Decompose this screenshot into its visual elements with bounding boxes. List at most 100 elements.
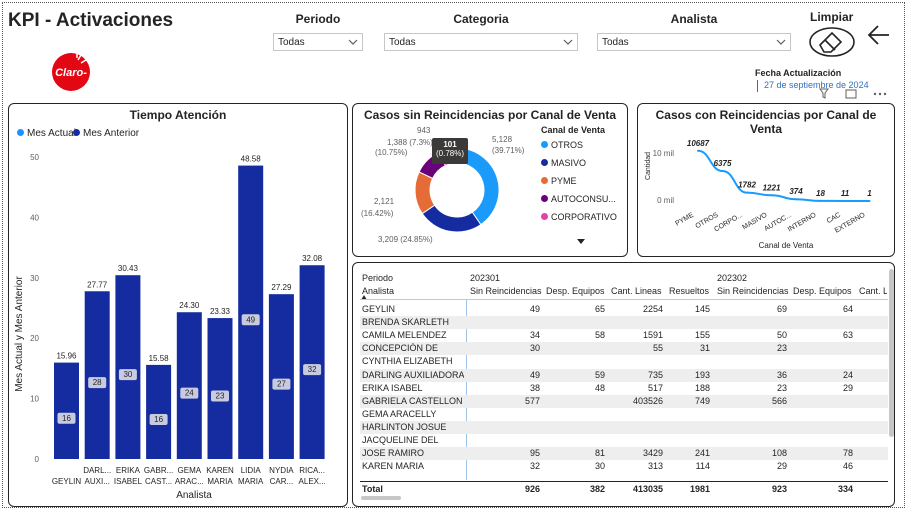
chevron-down-icon — [776, 39, 786, 45]
table-row-stripe — [360, 342, 888, 356]
filter-analista-dropdown[interactable]: Todas — [597, 33, 791, 51]
x-tick-label: MARIA — [207, 477, 233, 486]
bar-value-label: 15.58 — [149, 354, 170, 363]
table-cell-value: 29 — [776, 461, 787, 472]
table-cell-analista: KAREN MARIA — [362, 461, 425, 472]
sort-ascending-icon[interactable] — [361, 295, 367, 301]
table-column-header: Desp. Equipos — [546, 286, 605, 296]
logo-text: Claro- — [55, 67, 87, 79]
back-arrow-button[interactable] — [866, 22, 892, 48]
bar-mes-anterior — [54, 362, 79, 459]
bar-mes-anterior — [238, 165, 264, 460]
bar-value-label: 24.30 — [179, 301, 200, 310]
table-cell-value: 23 — [776, 343, 787, 354]
bar-value-label: 27.77 — [87, 280, 108, 289]
table-cell-analista: BRENDA SKARLETH — [362, 317, 450, 328]
bar-mes-anterior — [207, 318, 233, 459]
table-horizontal-scrollbar[interactable] — [361, 496, 401, 500]
table-cell-value: 188 — [694, 382, 710, 393]
x-tick-label: NYDIA — [269, 466, 294, 475]
bar-inner-label: 16 — [62, 414, 71, 423]
table-cell-value: 48 — [594, 382, 605, 393]
bar-inner-label: 30 — [123, 370, 132, 379]
table-cell-analista: HARLINTON JOSUE — [362, 421, 447, 432]
visual-header-icons — [819, 88, 887, 99]
donut-legend-title: Canal de Venta — [541, 125, 606, 135]
bar-value-label: 30.43 — [118, 264, 139, 273]
clear-filters-button[interactable] — [808, 26, 856, 58]
filter-categoria-label: Categoria — [453, 12, 509, 26]
table-cell-value: 108 — [771, 448, 787, 459]
donut-legend-item[interactable]: OTROS — [541, 140, 583, 150]
y-tick-label: 10 — [30, 395, 39, 404]
legend-mes-anterior: Mes Anterior — [73, 128, 139, 139]
donut-legend-item[interactable]: MASIVO — [541, 158, 586, 168]
table-cell-value: 55 — [652, 343, 663, 354]
table-cell-value: 65 — [594, 304, 605, 314]
table-cell-value: 50 — [776, 330, 787, 341]
table-row-stripe — [360, 394, 888, 408]
focus-mode-icon — [845, 89, 857, 99]
table-cell-value: 145 — [694, 304, 710, 314]
legend-scroll-down-icon[interactable] — [577, 239, 585, 245]
line-point-label: 1 — [867, 189, 872, 198]
x-tick-label: PYME — [674, 212, 695, 228]
legend-label: AUTOCONSU... — [551, 194, 616, 204]
bar-inner-label-box — [149, 413, 168, 425]
claro-logo: Claro- — [52, 53, 90, 91]
table-cell-analista: CAMILA MELENDEZ — [362, 330, 447, 341]
donut-label-autoconsu: 1,388 (7.3%) — [387, 138, 433, 147]
table-column-header: Cant. Li — [859, 286, 887, 296]
donut-legend-item[interactable]: CORPORATIVO — [541, 212, 617, 222]
y-axis-label: Cantidad — [645, 152, 652, 180]
table-cell-value: 577 — [524, 395, 540, 406]
legend-dot — [541, 195, 548, 202]
table-column-header: Resueltos — [669, 286, 710, 296]
x-axis-label: Analista — [176, 490, 212, 501]
table-cell-value: 32 — [529, 461, 540, 472]
table-cell-value: 517 — [647, 382, 663, 393]
table-cell-value: 155 — [694, 330, 710, 341]
bar-value-label: 27.29 — [271, 283, 292, 292]
legend-dot — [541, 177, 548, 184]
bar-value-label: 15.96 — [56, 352, 77, 361]
line-point — [819, 199, 822, 202]
bar-inner-label: 27 — [277, 380, 286, 389]
table-cell-analista: CONCEPCIÓN DE — [362, 343, 439, 354]
table-cell-value: 403526 — [632, 395, 663, 406]
y-tick-label: 30 — [30, 274, 39, 283]
table-row-header-analista: Analista — [362, 286, 395, 296]
bar-mes-anterior — [268, 294, 294, 459]
x-tick-label: GABR... — [144, 466, 173, 475]
line-point — [795, 198, 797, 201]
sin-reincidencias-title: Casos sin Reincidencias por Canal de Ven… — [363, 108, 617, 122]
table-cell-analista: DARLING AUXILIADORA — [362, 369, 464, 380]
donut-legend-item[interactable]: AUTOCONSU... — [541, 194, 616, 204]
line-point — [770, 194, 773, 197]
legend-label: PYME — [551, 176, 577, 186]
table-cell-value: 2254 — [642, 304, 663, 314]
filter-analista-label: Analista — [670, 12, 718, 26]
bar-inner-label: 49 — [246, 315, 255, 324]
donut-legend-item[interactable]: PYME — [541, 176, 577, 186]
legend-label: CORPORATIVO — [551, 212, 617, 222]
con-reincidencias-chart: Cantidad 10 mil 0 mil Canal de Venta 106… — [645, 139, 872, 250]
donut-label-corporativo: 943 — [417, 126, 431, 135]
bar-value-label: 48.58 — [241, 155, 262, 164]
table-column-header: Desp. Equipos — [793, 286, 852, 296]
filter-periodo-dropdown[interactable]: Todas — [273, 33, 363, 51]
eraser-icon — [819, 31, 843, 53]
update-date-label: Fecha Actualización — [755, 68, 842, 78]
bar-mes-anterior — [84, 291, 110, 459]
donut-label-otros-pct: (39.71%) — [492, 146, 525, 155]
table-total-value: 1981 — [689, 484, 710, 494]
table-vertical-scrollbar[interactable] — [889, 269, 894, 437]
filter-categoria-dropdown[interactable]: Todas — [384, 33, 578, 51]
donut-tooltip: 101 (0.78%) — [432, 138, 468, 164]
x-tick-label: ALEX... — [299, 477, 326, 486]
table-cell-value: 1591 — [642, 330, 663, 341]
line-point — [868, 199, 871, 202]
donut-label-masivo: 3,209 (24.85%) — [378, 235, 433, 244]
table-total-label: Total — [362, 484, 383, 494]
x-tick-label: CAST... — [145, 477, 172, 486]
